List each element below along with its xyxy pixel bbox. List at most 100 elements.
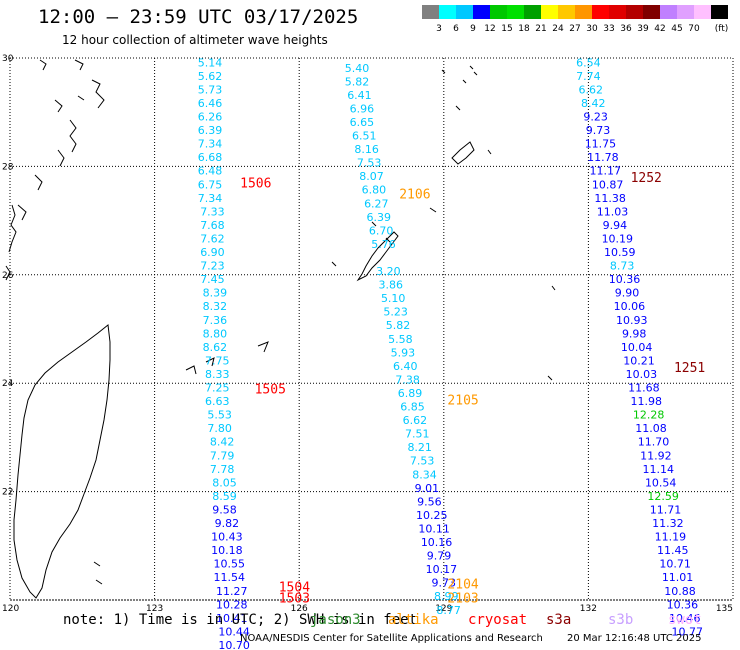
satellite-legend-item: cryosat bbox=[468, 612, 528, 628]
swh-data-label: 8.42 bbox=[210, 436, 235, 449]
colorbar-label: 27 bbox=[569, 24, 580, 34]
swh-data-label: 11.03 bbox=[597, 205, 629, 218]
swh-data-label: 11.98 bbox=[630, 395, 662, 408]
page-title: 12:00 — 23:59 UTC 03/17/2025 bbox=[38, 6, 359, 28]
swh-data-label: 10.54 bbox=[645, 476, 677, 489]
swh-data-label: 7.75 bbox=[205, 354, 230, 367]
swh-data-label: 7.53 bbox=[410, 455, 435, 468]
y-tick-label: 30 bbox=[2, 54, 14, 64]
swh-data-label: 5.93 bbox=[391, 346, 416, 359]
lat-lon-grid bbox=[9, 57, 734, 601]
swh-data-label: 7.38 bbox=[395, 373, 420, 386]
swh-data-label: 8.21 bbox=[407, 441, 432, 454]
swh-data-label: 5.76 bbox=[371, 238, 396, 251]
swh-data-label: 8.34 bbox=[412, 468, 437, 481]
colorbar-swatch bbox=[592, 5, 609, 19]
swh-data-label: 8.05 bbox=[212, 476, 237, 489]
swh-data-label: 5.10 bbox=[381, 292, 406, 305]
colorbar-swatch bbox=[422, 5, 439, 19]
pass-id-label: 2106 bbox=[399, 188, 430, 203]
colorbar-label: 33 bbox=[603, 24, 614, 34]
swh-data-label: 10.93 bbox=[616, 314, 648, 327]
swh-data-label: 9.79 bbox=[427, 550, 452, 563]
colorbar-swatch bbox=[490, 5, 507, 19]
swh-data-label: 6.46 bbox=[198, 97, 223, 110]
swh-data-label: 5.82 bbox=[386, 319, 411, 332]
y-tick-label: 22 bbox=[2, 488, 13, 498]
footer-note: note: 1) Time is in UTC; 2) SWH is in fe… bbox=[63, 612, 418, 628]
swh-data-label: 11.70 bbox=[638, 436, 670, 449]
swh-data-label: 10.43 bbox=[211, 531, 243, 544]
pass-id-label: 2105 bbox=[447, 393, 478, 408]
swh-data-label: 9.23 bbox=[583, 111, 608, 124]
coastline-outlines bbox=[5, 59, 556, 599]
swh-data-label: 10.18 bbox=[211, 544, 243, 557]
swh-data-label: 7.34 bbox=[198, 138, 223, 151]
swh-data-label: 7.25 bbox=[205, 382, 230, 395]
swh-data-label: 5.82 bbox=[345, 75, 370, 88]
footer-timestamp: 20 Mar 12:16:48 UTC 2025 bbox=[567, 633, 702, 644]
colorbar-label: 42 bbox=[654, 24, 665, 34]
swh-data-label: 5.40 bbox=[345, 62, 370, 75]
swh-data-label: 7.68 bbox=[200, 219, 225, 232]
swh-data-label: 6.41 bbox=[347, 89, 372, 102]
colorbar-label: 12 bbox=[484, 24, 495, 34]
colorbar-label: 18 bbox=[518, 24, 530, 34]
swh-data-label: 6.70 bbox=[369, 224, 394, 237]
colorbar-label: 45 bbox=[671, 24, 682, 34]
swh-data-label: 5.62 bbox=[198, 70, 223, 83]
colorbar-label: 15 bbox=[501, 24, 512, 34]
swh-data-label: 10.06 bbox=[614, 300, 646, 313]
swh-data-label: 7.45 bbox=[200, 273, 225, 286]
swh-data-label: 10.70 bbox=[218, 639, 250, 650]
swh-data-label: 6.68 bbox=[198, 151, 223, 164]
zhejiang-islands bbox=[17, 59, 105, 221]
swh-data-label: 6.62 bbox=[403, 414, 428, 427]
swh-data-label: 12.59 bbox=[647, 490, 679, 503]
satellite-legend-item: jason3 bbox=[310, 612, 361, 628]
colorbar-swatch bbox=[541, 5, 558, 19]
swh-data-label: 8.16 bbox=[354, 143, 379, 156]
colorbar-swatch bbox=[456, 5, 473, 19]
swh-data-label: 10.04 bbox=[621, 341, 653, 354]
small-islands bbox=[93, 65, 556, 585]
swh-data-label: 11.01 bbox=[662, 571, 694, 584]
x-tick-label: 126 bbox=[291, 604, 308, 614]
okinawa-outline bbox=[356, 231, 399, 282]
swh-data-label: 8.32 bbox=[203, 300, 228, 313]
colorbar-swatch bbox=[694, 5, 711, 19]
pass-id-label: 1252 bbox=[631, 171, 662, 186]
x-tick-label: 132 bbox=[580, 604, 597, 614]
pass-id-label: 1505 bbox=[255, 383, 286, 398]
swh-values: 5.145.625.736.466.266.397.346.686.486.75… bbox=[198, 56, 703, 650]
pass-id-label: 1503 bbox=[279, 591, 310, 606]
swh-data-label: 11.27 bbox=[216, 585, 248, 598]
swh-data-label: 3.20 bbox=[376, 265, 401, 278]
swh-data-label: 5.14 bbox=[198, 56, 223, 69]
swh-data-label: 11.71 bbox=[650, 503, 682, 516]
swh-data-label: 8.73 bbox=[610, 260, 635, 273]
swh-data-label: 8.99 bbox=[434, 590, 459, 603]
colorbar-label: 70 bbox=[688, 24, 700, 34]
swh-data-label: 11.19 bbox=[655, 531, 687, 544]
pass-id-label: 1506 bbox=[240, 177, 271, 192]
swh-data-label: 3.86 bbox=[379, 279, 404, 292]
swh-data-label: 11.92 bbox=[640, 449, 672, 462]
swh-data-label: 6.75 bbox=[198, 178, 223, 191]
x-tick-label: 135 bbox=[716, 604, 733, 614]
swh-data-label: 10.59 bbox=[604, 246, 636, 259]
colorbar-label: 39 bbox=[637, 24, 649, 34]
x-tick-label: 120 bbox=[2, 604, 19, 614]
swh-data-label: 6.39 bbox=[198, 124, 223, 137]
swh-data-label: 10.44 bbox=[218, 625, 250, 638]
axis-tick-labels: 120 123 126 129 132 135 22 24 26 28 30 bbox=[2, 54, 733, 614]
yaeyama-islands bbox=[185, 341, 269, 375]
swh-data-label: 7.36 bbox=[203, 314, 228, 327]
y-tick-label: 24 bbox=[2, 379, 14, 389]
swh-data-label: 10.16 bbox=[421, 536, 453, 549]
swh-data-label: 10.77 bbox=[671, 625, 703, 638]
swh-data-label: 7.80 bbox=[207, 422, 232, 435]
colorbar-swatch bbox=[524, 5, 541, 19]
amami-outline bbox=[451, 141, 475, 165]
